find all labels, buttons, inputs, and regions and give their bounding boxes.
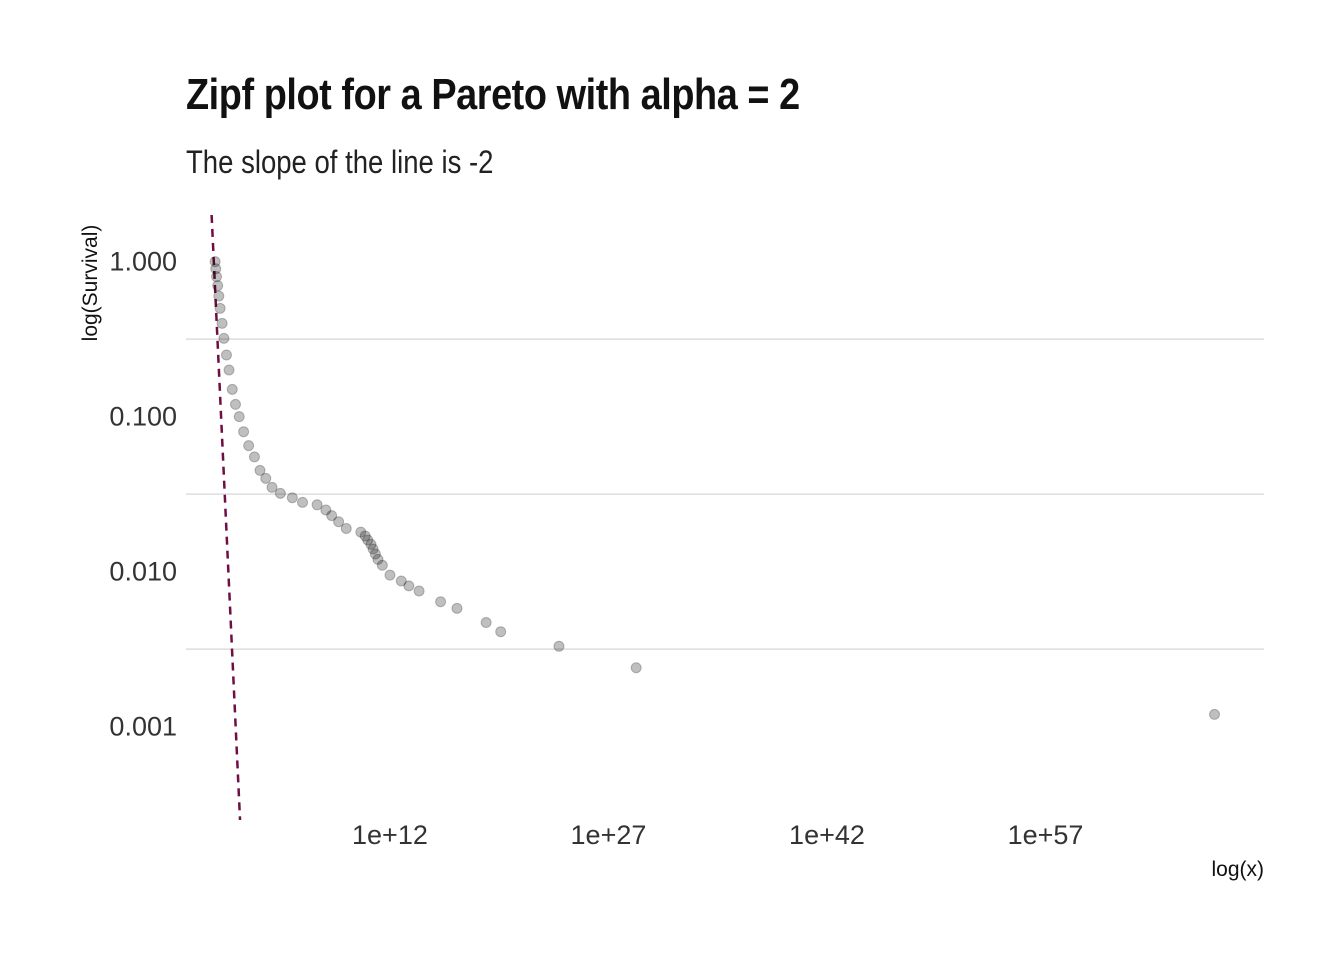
y-axis-title: log(Survival) — [79, 225, 102, 342]
data-point — [403, 580, 415, 592]
data-point — [248, 451, 260, 463]
data-point — [395, 575, 407, 587]
data-point — [553, 640, 565, 652]
data-point — [220, 349, 232, 361]
chart-subtitle: The slope of the line is -2 — [186, 144, 494, 180]
data-point — [340, 522, 352, 534]
data-point — [216, 317, 228, 329]
data-point — [286, 492, 298, 504]
data-point — [384, 569, 396, 581]
y-tick-label: 0.010 — [109, 557, 177, 587]
y-tick-label: 1.000 — [109, 247, 177, 277]
data-point — [274, 487, 286, 499]
x-axis-title: log(x) — [1211, 858, 1264, 881]
data-point — [214, 302, 226, 314]
data-point — [435, 596, 447, 608]
data-point — [209, 256, 221, 268]
data-point — [413, 585, 425, 597]
data-point — [333, 516, 345, 528]
data-point — [369, 548, 381, 560]
reference-line — [210, 214, 242, 821]
x-tick-label: 1e+27 — [571, 820, 647, 850]
data-point — [480, 616, 492, 628]
x-tick-label: 1e+57 — [1008, 820, 1084, 850]
data-point — [266, 481, 278, 493]
data-point — [210, 263, 222, 275]
chart-title: Zipf plot for a Pareto with alpha = 2 — [186, 70, 800, 119]
data-point — [223, 364, 235, 376]
data-point — [212, 280, 224, 292]
data-point — [226, 383, 238, 395]
data-point — [243, 440, 255, 452]
data-point — [365, 538, 377, 550]
data-point — [260, 472, 272, 484]
data-point — [362, 534, 374, 546]
data-point — [359, 530, 371, 542]
data-point — [213, 290, 225, 302]
data-point — [326, 510, 338, 522]
x-tick-label: 1e+12 — [352, 820, 428, 850]
data-point — [630, 662, 642, 674]
data-point — [376, 559, 388, 571]
data-point — [218, 332, 230, 344]
y-tick-label: 0.100 — [109, 402, 177, 432]
data-point — [495, 626, 507, 638]
data-point — [372, 553, 384, 565]
data-point — [320, 504, 332, 516]
data-point — [229, 398, 241, 410]
data-point — [233, 411, 245, 423]
x-tick-label: 1e+42 — [789, 820, 865, 850]
data-point — [254, 464, 266, 476]
data-point — [311, 499, 323, 511]
data-point — [238, 426, 250, 438]
data-point — [355, 526, 367, 538]
data-point — [297, 496, 309, 508]
data-point — [211, 271, 223, 283]
y-tick-label: 0.001 — [109, 712, 177, 742]
data-point — [367, 543, 379, 555]
data-point — [451, 602, 463, 614]
data-point — [1209, 708, 1221, 720]
